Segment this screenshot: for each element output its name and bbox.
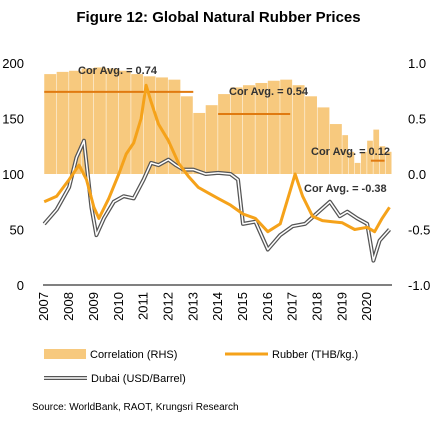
legend-correlation-swatch (44, 349, 86, 359)
correlation-bar (367, 140, 373, 174)
correlation-bar (106, 68, 119, 174)
cor-avg-label: Cor Avg. = -0.38 (304, 183, 387, 195)
correlation-bar (329, 124, 342, 174)
x-tick-label: 2019 (334, 292, 349, 321)
correlation-bar (292, 85, 305, 174)
correlation-bar (348, 151, 355, 174)
correlation-bar (280, 79, 293, 174)
x-tick-label: 2011 (136, 292, 151, 320)
correlation-bar (385, 151, 392, 174)
x-tick-label: 2015 (235, 292, 250, 321)
y-right-tick-label: 0.0 (408, 167, 426, 182)
x-tick-label: 2013 (185, 292, 200, 321)
legend-correlation-label: Correlation (RHS) (90, 349, 177, 361)
correlation-bar (180, 96, 193, 174)
correlation-bar (168, 79, 181, 174)
x-tick-label: 2020 (359, 292, 374, 321)
correlation-bar (205, 105, 218, 174)
correlation-bar (218, 94, 231, 174)
y-left-tick-label: 200 (2, 56, 24, 71)
dubai-line (43, 139, 391, 262)
y-right-tick-label: -1.0 (408, 278, 430, 293)
y-right-tick-label: 1.0 (408, 56, 426, 71)
chart-title: Figure 12: Global Natural Rubber Prices (76, 9, 361, 26)
x-tick-label: 2017 (285, 292, 300, 321)
correlation-bar (342, 135, 349, 174)
x-tick-label: 2012 (160, 292, 175, 321)
y-left-tick-label: 100 (2, 167, 24, 182)
y-left-tick-label: 50 (10, 223, 24, 238)
y-right-tick-label: 0.5 (408, 112, 426, 127)
cor-avg-label: Cor Avg. = 0.54 (229, 86, 309, 98)
x-tick-label: 2007 (36, 292, 51, 321)
correlation-bar (305, 96, 317, 174)
correlation-bar (156, 77, 168, 174)
y-left-tick-label: 0 (17, 278, 24, 293)
correlation-bar (267, 80, 280, 174)
source-note: Source: WorldBank, RAOT, Krungsri Resear… (32, 402, 239, 413)
y-left-tick-label: 150 (2, 112, 24, 127)
correlation-bar (373, 129, 380, 174)
x-tick-label: 2008 (61, 292, 76, 321)
x-tick-label: 2018 (309, 292, 324, 321)
correlation-bar (255, 82, 268, 174)
legend-rubber-label: Rubber (THB/kg.) (272, 349, 358, 361)
rubber-line (43, 83, 391, 234)
correlation-bar (56, 71, 69, 174)
correlation-bar (193, 112, 206, 174)
correlation-bar (354, 162, 361, 174)
correlation-bar (81, 68, 94, 174)
correlation-bar (44, 74, 57, 174)
cor-avg-label: Cor Avg. = 0.74 (78, 65, 158, 77)
correlation-bar (360, 151, 367, 174)
y-right-tick-label: -0.5 (408, 223, 430, 238)
cor-avg-label: Cor Avg. = 0.12 (311, 146, 390, 158)
correlation-bar (69, 70, 82, 174)
correlation-bar (230, 87, 243, 174)
x-tick-label: 2016 (260, 292, 275, 321)
correlation-bar (118, 70, 131, 174)
correlation-bar (143, 76, 156, 174)
x-tick-label: 2014 (210, 292, 225, 321)
x-tick-label: 2010 (111, 292, 126, 321)
correlation-bar (93, 67, 106, 174)
correlation-bar (131, 74, 144, 174)
x-tick-label: 2009 (86, 292, 101, 321)
legend-dubai-label: Dubai (USD/Barrel) (91, 373, 186, 385)
correlation-bar (242, 85, 255, 174)
correlation-bar (317, 107, 330, 174)
